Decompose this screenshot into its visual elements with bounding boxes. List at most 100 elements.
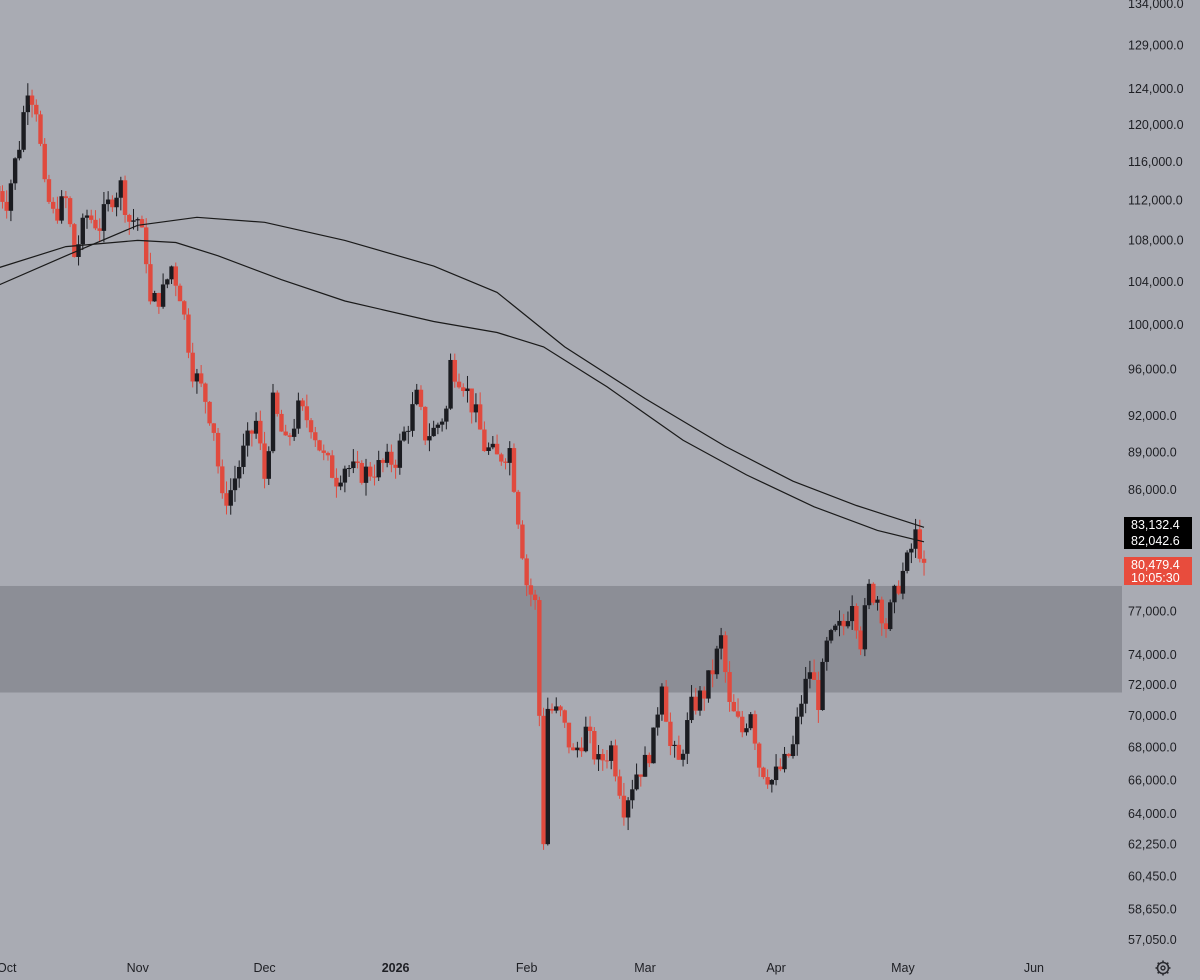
- gear-icon[interactable]: [1155, 960, 1171, 976]
- candle: [410, 392, 415, 437]
- candle: [118, 176, 124, 211]
- candle: [604, 749, 610, 769]
- time-axis[interactable]: Oct Nov Dec 2026 Feb Mar Apr May Jun: [0, 961, 1044, 975]
- candle: [756, 742, 762, 777]
- candle: [465, 375, 470, 403]
- candle: [714, 645, 720, 679]
- candle: [55, 196, 60, 224]
- candle: [228, 478, 233, 515]
- candle: [892, 584, 897, 614]
- candle: [558, 705, 563, 717]
- candle: [807, 660, 813, 689]
- candle: [795, 707, 800, 756]
- candle: [456, 373, 462, 389]
- candle: [609, 740, 614, 770]
- candle: [921, 550, 927, 576]
- candle: [524, 554, 529, 597]
- candle: [38, 110, 43, 147]
- candle: [841, 613, 846, 636]
- candle: [570, 743, 576, 751]
- candle: [888, 599, 893, 632]
- price-tick-label: 124,000.0: [1128, 82, 1184, 96]
- time-tick-label: Mar: [634, 961, 656, 975]
- candle: [275, 390, 280, 417]
- candle: [63, 190, 69, 209]
- candle: [849, 595, 855, 630]
- candle: [186, 308, 191, 359]
- candle: [21, 105, 26, 153]
- candle: [165, 278, 170, 289]
- candle: [203, 382, 208, 414]
- candle: [871, 582, 876, 606]
- price-tag: 82,042.6: [1124, 533, 1192, 549]
- candle: [127, 213, 132, 235]
- candle: [769, 778, 775, 793]
- price-tick-label: 112,000.0: [1128, 194, 1183, 208]
- candle: [351, 449, 356, 474]
- candle: [790, 735, 796, 759]
- candle: [435, 422, 441, 435]
- candle: [587, 716, 593, 744]
- price-axis[interactable]: 134,000.0 129,000.0 124,000.0 120,000.0 116,…: [1128, 0, 1184, 947]
- candle: [342, 465, 348, 493]
- candle: [17, 140, 22, 161]
- candle: [135, 217, 140, 231]
- moving-average-layer: [0, 216, 925, 543]
- candle: [566, 722, 572, 754]
- price-tick-label: 62,250.0: [1128, 837, 1177, 851]
- price-tick-label: 129,000.0: [1128, 39, 1184, 53]
- candle: [110, 195, 115, 212]
- time-tick-label: Apr: [766, 961, 785, 975]
- candle: [904, 550, 910, 574]
- candle: [680, 749, 686, 767]
- candle: [710, 659, 715, 688]
- candle: [655, 707, 660, 736]
- candle: [596, 744, 601, 771]
- candle: [689, 685, 694, 724]
- svg-text:80,479.4: 80,479.4: [1131, 558, 1180, 572]
- candle: [156, 292, 162, 314]
- candle: [879, 596, 884, 636]
- candle: [283, 424, 288, 436]
- candles-layer: [0, 83, 927, 850]
- candle: [647, 752, 652, 768]
- price-tick-label: 68,000.0: [1128, 741, 1177, 755]
- candle: [744, 723, 749, 736]
- candle: [287, 432, 293, 446]
- candle: [59, 190, 64, 224]
- candle: [253, 412, 259, 439]
- candle: [638, 774, 643, 787]
- candle: [194, 368, 200, 394]
- candle: [160, 273, 166, 309]
- candle: [473, 393, 479, 423]
- candle: [516, 489, 521, 529]
- candle: [748, 712, 753, 731]
- candle: [837, 610, 842, 637]
- candle: [773, 754, 779, 786]
- candle: [279, 409, 284, 432]
- candle: [220, 459, 225, 499]
- price-tick-label: 58,650.0: [1128, 903, 1177, 917]
- candle: [182, 300, 187, 320]
- candle: [8, 179, 14, 222]
- time-tick-label: Dec: [253, 961, 275, 975]
- candle: [131, 208, 136, 230]
- candle: [236, 460, 242, 488]
- candle: [258, 410, 263, 451]
- candle: [799, 695, 804, 725]
- candle: [469, 388, 474, 424]
- candle: [439, 418, 445, 432]
- candle: [845, 611, 851, 629]
- candle: [854, 603, 859, 639]
- moving-average-line-1: [0, 216, 925, 528]
- candle: [173, 262, 178, 297]
- candle: [811, 659, 817, 681]
- candle: [461, 383, 466, 397]
- price-tag: 83,132.4: [1124, 517, 1192, 533]
- candle: [735, 698, 741, 719]
- candle: [372, 464, 377, 486]
- candle: [761, 766, 766, 780]
- candle: [778, 758, 783, 772]
- candle: [697, 686, 703, 716]
